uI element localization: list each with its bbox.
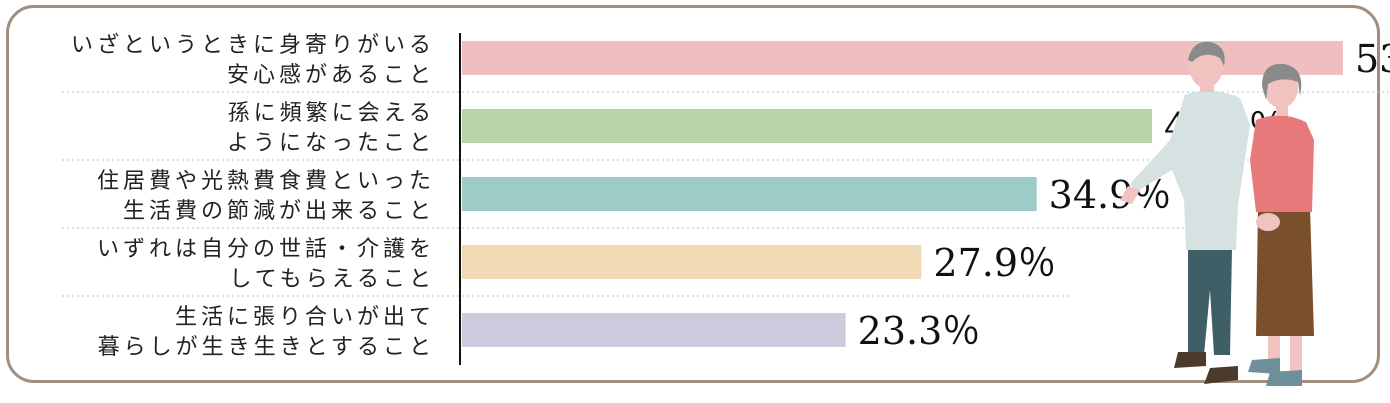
- bar-value-label-5: 23.3％: [858, 309, 981, 353]
- bar-4: [462, 245, 922, 279]
- bar-value-label-4: 27.9％: [933, 241, 1056, 285]
- category-label-4-line-2: してもらえること: [229, 267, 435, 292]
- illustration-shape-1: [1188, 248, 1232, 355]
- illustration-shape-8: [1188, 41, 1225, 66]
- bar-value-label-1: 53.5％: [1355, 37, 1390, 81]
- illustration-shape-12: [1248, 358, 1280, 374]
- category-label-4-line-1: いずれは自分の世話・介護を: [97, 237, 435, 262]
- bar-2: [462, 109, 1152, 143]
- category-label-1-line-1: いざというときに身寄りがいる: [71, 32, 435, 58]
- illustration-shape-11: [1290, 336, 1302, 372]
- bar-3: [462, 177, 1037, 211]
- category-label-1-line-2: 安心感があること: [227, 63, 435, 88]
- illustration-shape-10: [1268, 336, 1280, 364]
- illustration-shape-15: [1256, 213, 1280, 231]
- illustration-shape-18: [1262, 63, 1302, 100]
- illustration-shape-5: [1120, 186, 1140, 204]
- category-label-5-line-2: 暮らしが生き生きとすること: [98, 335, 435, 360]
- illustration-shape-2: [1174, 352, 1206, 368]
- illustration-shape-9: [1256, 208, 1314, 336]
- category-label-3-line-2: 生活費の節減が出来ること: [123, 199, 435, 224]
- category-label-2-line-1: 孫に頻繁に会える: [228, 101, 435, 126]
- category-label-2-line-2: ようになったこと: [227, 131, 435, 156]
- elderly-couple-icon: [1120, 41, 1314, 386]
- illustration-shape-13: [1266, 370, 1302, 386]
- illustration-shape-3: [1204, 366, 1238, 384]
- category-label-5-line-1: 生活に張り合いが出て: [175, 305, 435, 330]
- category-label-3-line-1: 住居費や光熱費食費といった: [97, 169, 435, 194]
- illustration-shape-14: [1250, 115, 1314, 212]
- illustration-shape-4: [1130, 90, 1250, 250]
- bar-5: [462, 313, 846, 347]
